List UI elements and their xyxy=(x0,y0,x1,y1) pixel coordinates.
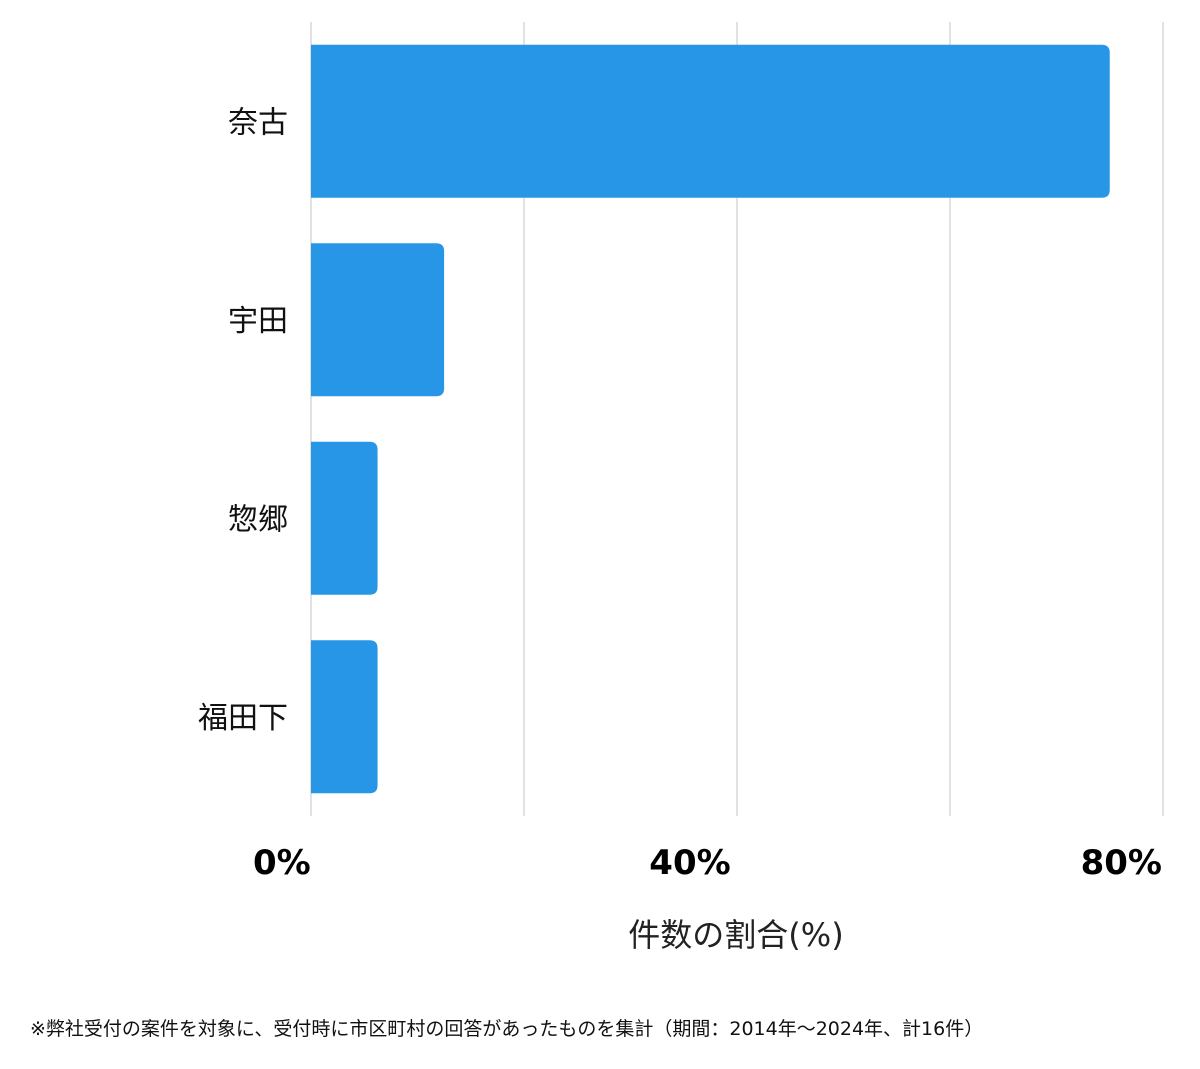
footnote: ※弊社受付の案件を対象に、受付時に市区町村の回答があったものを集計（期間：201… xyxy=(30,1018,984,1040)
x-tick-label: 80% xyxy=(1081,843,1162,883)
x-tick-label: 40% xyxy=(649,843,730,883)
bars xyxy=(311,44,1110,794)
category-label: 宇田 xyxy=(228,304,288,339)
bar-1 xyxy=(311,44,1110,198)
category-label: 福田下 xyxy=(198,701,288,736)
x-axis-title: 件数の割合(%) xyxy=(628,916,843,954)
x-tick-label: 0% xyxy=(253,843,311,883)
bar-3 xyxy=(311,441,378,595)
category-label: 惣郷 xyxy=(228,502,288,537)
bar-2 xyxy=(311,243,445,397)
bar-4 xyxy=(311,640,378,794)
x-tick-labels: 0% 40% 80% xyxy=(253,843,1162,883)
category-label: 奈古 xyxy=(228,105,288,140)
